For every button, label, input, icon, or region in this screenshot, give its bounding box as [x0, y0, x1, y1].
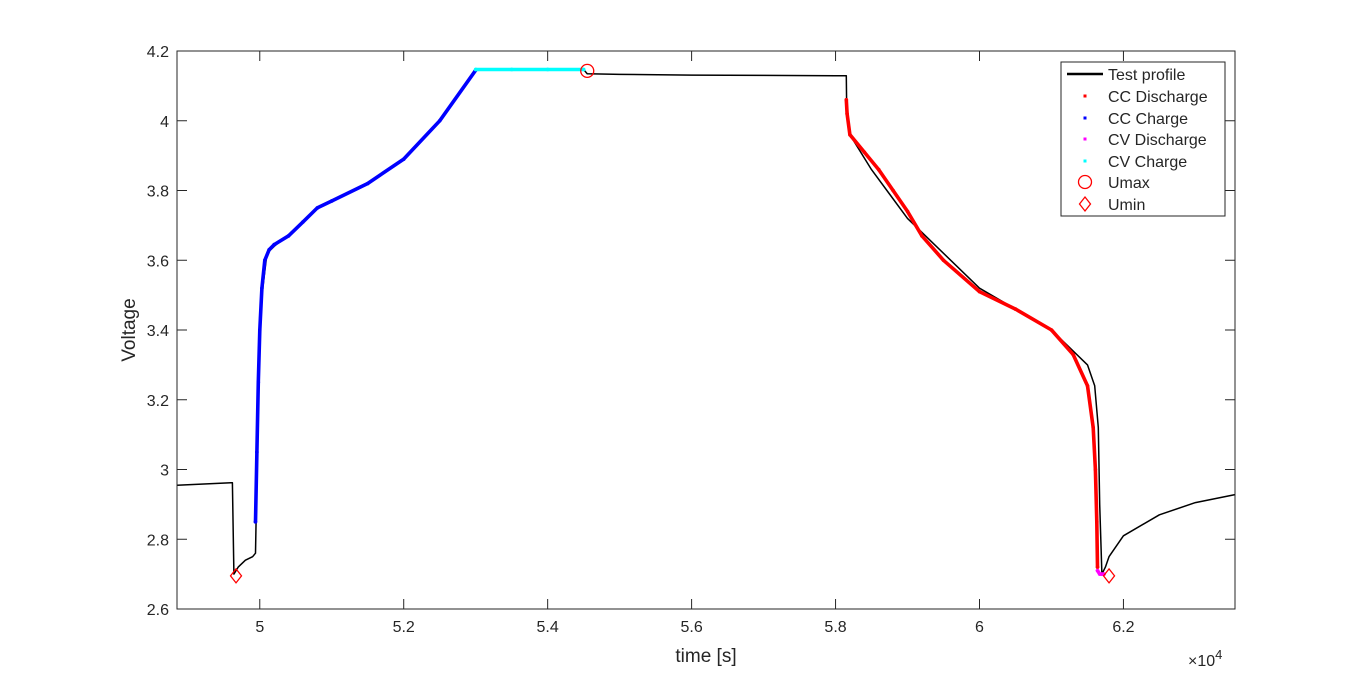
legend-item: Test profile: [1067, 67, 1185, 84]
tick-layer: 5 5.2 5.4 5.6 5.8 6 6.2 2.6 2.8 3 3.2 3.4 3.6 3.8 4 4.2: [147, 44, 1235, 636]
data-point-cc-charge: [329, 199, 334, 203]
data-point-cc-charge: [267, 247, 271, 252]
plot-area: [177, 51, 1235, 609]
data-point-cc-discharge: [891, 188, 895, 193]
data-point-cc-charge: [253, 520, 258, 524]
data-point-cc-discharge: [876, 167, 881, 172]
y-tick-label: 3: [160, 463, 169, 480]
data-point-cc-discharge: [862, 150, 867, 154]
series-layer: [176, 67, 1236, 576]
x-tick-label: 6: [975, 619, 984, 636]
legend-item: CV Discharge: [1083, 132, 1207, 149]
legend-item: CC Charge: [1083, 111, 1188, 128]
data-point-cc-charge: [263, 258, 267, 263]
y-tick-label: 3.4: [147, 323, 169, 340]
data-point-cc-discharge: [1071, 352, 1075, 357]
legend-label: Umax: [1108, 175, 1150, 192]
series-trace-cc-charge: [253, 68, 478, 524]
legend-dot-swatch: [1083, 137, 1087, 141]
marker-umin: [229, 567, 243, 584]
legend: Test profile CC Discharge CC Charge CV Disc…: [1060, 61, 1226, 217]
legend-label: CC Charge: [1108, 111, 1188, 128]
data-point-cc-charge: [256, 380, 261, 385]
x-tick-label: 5.8: [824, 619, 846, 636]
data-point-cc-discharge: [1013, 307, 1018, 311]
data-point-cc-charge: [437, 118, 442, 123]
legend-label: CC Discharge: [1108, 89, 1208, 106]
legend-item: Umax: [1077, 174, 1150, 192]
data-point-cc-discharge: [848, 132, 852, 137]
data-point-cv-discharge: [1095, 568, 1100, 573]
legend-label: CV Charge: [1108, 154, 1187, 171]
x-axis-exponent-power: 4: [1215, 647, 1222, 662]
data-point-cc-charge: [286, 234, 291, 238]
data-point-cc-charge: [301, 220, 305, 224]
data-point-cv-charge: [509, 67, 514, 72]
x-axis-exponent: ×104: [1188, 647, 1222, 670]
data-point-cc-charge: [365, 181, 370, 186]
legend-item: CC Discharge: [1083, 89, 1208, 106]
x-tick-label: 5.6: [680, 619, 702, 636]
y-tick-label: 2.6: [147, 602, 169, 619]
legend-label: CV Discharge: [1108, 132, 1207, 149]
data-point-cc-charge: [257, 328, 262, 332]
y-tick-label: 4: [160, 114, 169, 131]
legend-label: Umin: [1108, 197, 1145, 214]
y-tick-label: 4.2: [147, 44, 169, 61]
data-point-cc-discharge: [905, 209, 910, 214]
data-point-cc-discharge: [977, 289, 982, 294]
legend-label: Test profile: [1108, 67, 1185, 84]
data-point-cc-discharge: [1095, 565, 1100, 569]
data-point-cv-charge: [545, 67, 550, 72]
legend-item: Umin: [1078, 195, 1145, 214]
data-point-cc-charge: [260, 286, 264, 290]
data-point-cc-discharge: [1091, 425, 1096, 430]
data-point-cc-discharge: [844, 98, 849, 102]
y-tick-label: 3.6: [147, 253, 169, 270]
data-point-cc-charge: [272, 242, 276, 247]
legend-circle-swatch: [1077, 174, 1093, 190]
data-point-cc-discharge: [920, 234, 924, 238]
legend-box: [1060, 61, 1226, 217]
data-point-cc-discharge: [1093, 467, 1098, 472]
legend-item: CV Charge: [1083, 154, 1187, 171]
data-point-cv-charge: [473, 67, 478, 72]
data-point-cc-charge: [401, 157, 406, 161]
data-point-cc-charge: [255, 450, 259, 454]
y-tick-label: 3.2: [147, 393, 169, 410]
data-point-cc-charge: [315, 206, 320, 210]
y-axis-label: Voltage: [119, 298, 140, 361]
data-point-cv-charge: [581, 67, 586, 72]
data-point-cc-discharge: [845, 111, 849, 116]
legend-dot-swatch: [1083, 94, 1087, 98]
data-point-cc-discharge: [941, 258, 946, 263]
data-point-cc-discharge: [1085, 384, 1090, 388]
legend-dot-swatch: [1083, 159, 1087, 163]
series-line-test-profile: [176, 68, 1236, 575]
legend-dot-swatch: [1083, 116, 1087, 120]
x-tick-label: 5: [255, 619, 264, 636]
marker-umax: [580, 63, 595, 79]
marker-layer: [229, 63, 1116, 584]
y-tick-label: 3.8: [147, 184, 169, 201]
x-axis-exponent-base: ×10: [1188, 653, 1215, 670]
legend-diamond-swatch: [1078, 195, 1092, 213]
x-tick-label: 6.2: [1112, 619, 1134, 636]
y-tick-label: 2.8: [147, 532, 169, 549]
marker-umin: [1102, 567, 1116, 584]
x-tick-label: 5.4: [537, 619, 559, 636]
x-axis-label: time [s]: [675, 646, 736, 667]
x-tick-label: 5.2: [393, 619, 415, 636]
series-trace-cc-discharge: [844, 98, 1100, 569]
data-point-cc-discharge: [1095, 520, 1099, 524]
data-point-cc-discharge: [1049, 328, 1054, 332]
